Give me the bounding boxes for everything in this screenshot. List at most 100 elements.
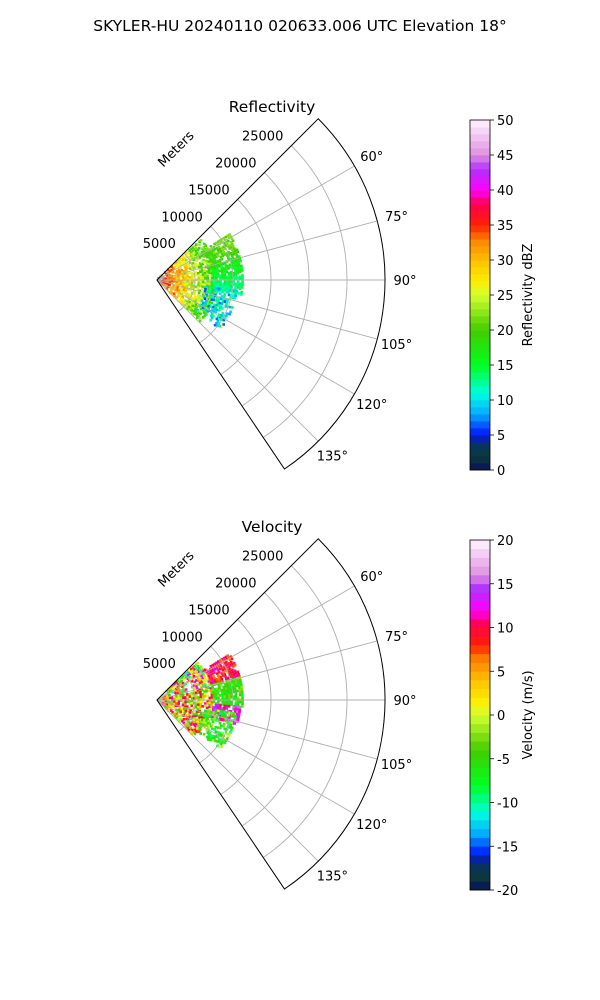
echo-gate	[159, 700, 163, 703]
echo-gate	[232, 695, 235, 698]
colorbar-level	[470, 344, 490, 352]
echo-gate	[195, 265, 198, 268]
echo-gate	[203, 692, 207, 696]
echo-gate	[213, 662, 216, 666]
colorbar-tick-label: 30	[497, 254, 514, 269]
echo-gate	[221, 278, 225, 281]
colorbar-level	[470, 155, 490, 163]
colorbar-level	[470, 330, 490, 338]
echo-gate	[222, 724, 225, 728]
echo-gate	[221, 674, 225, 677]
echo-gate	[223, 673, 227, 676]
colorbar-tick-label: -15	[497, 840, 518, 855]
echo-gate	[179, 263, 183, 266]
echo-gate	[205, 287, 209, 290]
echo-gate	[173, 700, 176, 703]
echo-gate	[199, 282, 203, 285]
echo-gate	[207, 260, 211, 263]
echo-gate	[181, 273, 185, 277]
echo-gate	[185, 705, 189, 708]
echo-gate	[190, 685, 194, 689]
echo-gate	[225, 704, 229, 708]
echo-gate	[228, 658, 232, 662]
echo-gate	[197, 291, 201, 295]
echo-gate	[233, 710, 237, 713]
echo-gate	[215, 303, 218, 307]
echo-gate	[223, 662, 226, 665]
echo-gate	[203, 715, 206, 719]
echo-gate	[199, 300, 202, 303]
echo-gate	[192, 713, 196, 716]
echo-gate	[208, 302, 212, 306]
echo-gate	[231, 267, 235, 270]
echo-gate	[209, 318, 212, 322]
echo-gate	[207, 738, 210, 741]
radial-tick-label: 15000	[188, 603, 229, 618]
echo-gate	[193, 266, 197, 270]
echo-gate	[227, 267, 230, 270]
echo-gate	[207, 724, 211, 728]
echo-gate	[236, 256, 239, 259]
echo-gate	[238, 255, 241, 258]
colorbar-tick-label: 10	[497, 622, 514, 637]
echo-gate	[234, 699, 238, 703]
echo-gate	[186, 307, 189, 311]
echo-gate	[223, 242, 226, 245]
echo-gate	[184, 258, 188, 262]
echo-gate	[175, 697, 179, 701]
echo-gate	[216, 714, 219, 717]
echo-gate	[204, 683, 207, 686]
echo-gate	[236, 269, 239, 272]
echo-gate	[226, 264, 230, 268]
echo-gate	[214, 692, 218, 696]
echo-gate	[168, 701, 172, 704]
echo-gate	[235, 712, 239, 716]
echo-gate	[192, 310, 196, 313]
echo-gate	[213, 728, 216, 731]
azimuth-gridline	[156, 699, 319, 862]
echo-gate	[219, 279, 222, 282]
echo-gate	[233, 663, 237, 667]
echo-gate	[188, 255, 191, 259]
echo-gate	[184, 302, 188, 305]
echo-gate	[177, 259, 180, 263]
echo-gate	[183, 266, 187, 269]
echo-gate	[221, 691, 224, 694]
echo-gate	[195, 685, 198, 688]
echo-gate	[240, 690, 244, 694]
echo-gate	[175, 712, 179, 716]
echo-gate	[220, 266, 223, 269]
colorbar-level	[470, 141, 490, 149]
echo-gate	[186, 693, 189, 696]
echo-gate	[191, 666, 195, 669]
echo-gate	[240, 290, 243, 294]
echo-gate	[233, 682, 236, 686]
echo-gate	[219, 284, 222, 287]
echo-gate	[173, 689, 176, 692]
echo-gate	[205, 309, 208, 312]
colorbar-level	[470, 267, 490, 275]
echo-gate	[231, 250, 235, 254]
echo-gate	[194, 308, 197, 311]
echo-gate	[184, 703, 187, 706]
echo-gate	[205, 247, 209, 250]
echo-gate	[168, 276, 172, 279]
echo-gate	[216, 674, 220, 678]
echo-gate	[196, 687, 199, 690]
echo-gate	[217, 297, 221, 300]
echo-gate	[205, 724, 209, 727]
echo-gate	[237, 263, 241, 266]
echo-gate	[216, 320, 220, 323]
echo-gate	[230, 696, 233, 699]
echo-gate	[234, 697, 238, 700]
echo-gate	[190, 694, 194, 698]
echo-gate	[213, 242, 216, 246]
echo-gate	[168, 693, 171, 697]
echo-gate	[179, 273, 182, 276]
echo-gate	[213, 676, 216, 680]
echo-gate	[223, 707, 226, 710]
echo-gate	[217, 289, 220, 293]
echo-gate	[182, 696, 185, 700]
echo-gate	[174, 290, 177, 294]
colorbar-level	[470, 435, 490, 443]
